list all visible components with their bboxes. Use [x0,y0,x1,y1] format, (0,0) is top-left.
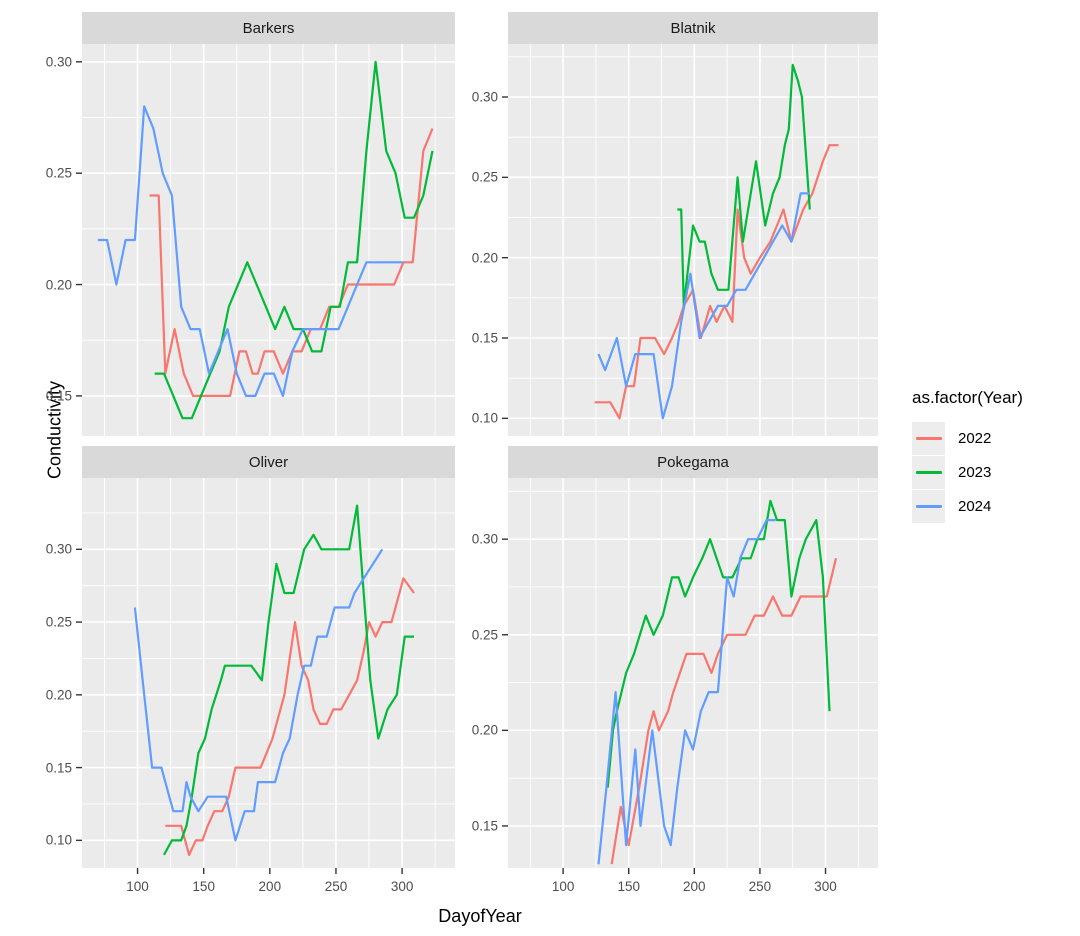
y-tick-label: 0.15 [471,330,498,346]
y-tick-label: 0.20 [471,722,498,738]
y-tick-label: 0.20 [45,687,72,703]
legend-label-2022: 2022 [958,430,992,447]
y-tick-label: 0.10 [471,410,498,426]
line-blatnik-2023 [677,63,811,307]
y-tick-label: 0.30 [45,54,72,70]
x-tick-label: 200 [683,879,706,894]
x-tick-label: 300 [814,879,837,894]
x-tick-label: 250 [324,879,348,894]
facet-strip-pokegama: Pokegama [508,446,878,478]
legend-label-2024: 2024 [958,498,992,515]
legend-key-line-icon [915,471,942,474]
line-oliver-2022 [165,577,415,857]
y-tick-label: 0.10 [45,832,72,848]
line-pokegama-2022 [610,558,838,865]
line-pokegama-2023 [606,499,831,788]
y-tick-label: 0.25 [471,169,498,185]
legend-item-2023: 2023 [912,456,1080,489]
x-tick-label: 100 [551,879,575,894]
facet-strip-label: Pokegama [657,453,729,471]
facet-strip-label: Blatnik [670,19,716,37]
x-tick-label: 200 [258,879,282,894]
y-tick-label: 0.15 [45,388,72,404]
line-oliver-2023 [163,504,414,856]
y-tick-label: 0.30 [471,531,498,547]
legend-label-2023: 2023 [958,464,992,481]
y-tick-label: 0.25 [471,627,498,643]
y-tick-label: 0.25 [45,165,72,181]
legend-key-line-icon [915,437,942,440]
y-tick-label: 0.30 [45,541,72,557]
legend-key-2022 [912,422,945,455]
x-tick-label: 150 [192,879,215,894]
facet-strip-label: Oliver [248,453,289,471]
legend-item-2022: 2022 [912,422,1080,455]
x-tick-label: 300 [390,879,414,894]
y-tick-label: 0.15 [471,818,498,834]
line-pokegama-2024 [597,518,776,865]
line-barkers-2023 [154,60,434,420]
facet-strip-label: Barkers [242,19,295,37]
facet-strip-oliver: Oliver [82,446,455,478]
line-blatnik-2024 [597,192,810,420]
legend-item-2024: 2024 [912,490,1080,523]
y-tick-label: 0.30 [471,89,498,105]
x-tick-label: 150 [617,879,640,894]
x-tick-label: 250 [748,879,772,894]
x-axis-title: DayofYear [438,906,522,926]
y-tick-label: 0.25 [45,614,72,630]
line-barkers-2022 [149,128,434,397]
x-tick-label: 100 [126,879,149,894]
line-barkers-2024 [97,105,404,397]
line-oliver-2024 [133,548,384,842]
legend-key-2024 [912,490,945,523]
y-tick-label: 0.20 [45,277,72,293]
facet-strip-barkers: Barkers [82,12,455,44]
y-tick-label: 0.20 [471,250,498,266]
legend-key-line-icon [915,505,942,508]
legend-title: as.factor(Year) [912,388,1023,407]
legend: as.factor(Year) 2022 2023 2024 [912,388,1080,524]
facet-strip-blatnik: Blatnik [508,12,878,44]
y-tick-label: 0.15 [45,760,72,776]
legend-key-2023 [912,456,945,489]
